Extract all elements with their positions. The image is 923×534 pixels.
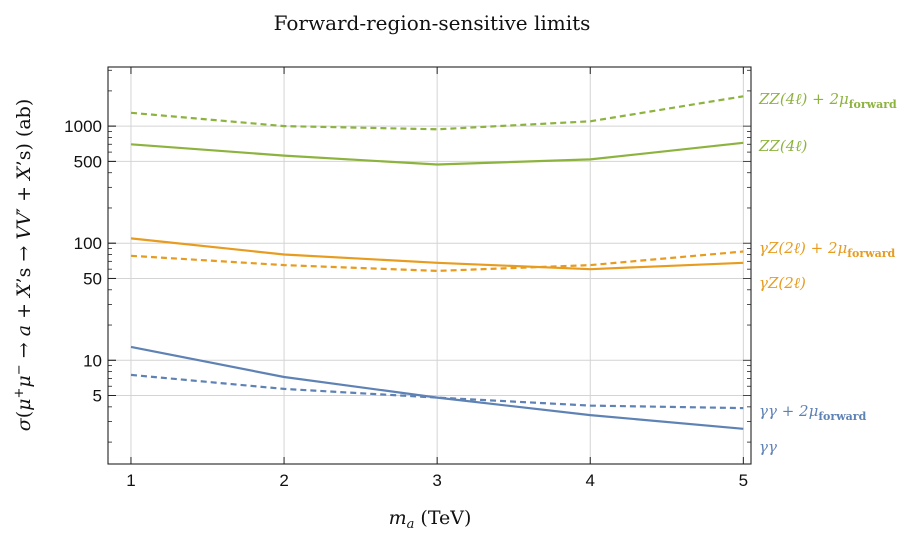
x-tick-label: 4 <box>586 471 595 490</box>
y-axis-label: σ(μ+μ− → a + X’s → VV′ + X’s) (ab) <box>12 99 35 431</box>
y-tick-label: 500 <box>74 152 102 171</box>
series-label-0: ZZ(4ℓ) + 2μforward <box>758 90 897 111</box>
series-lines <box>130 95 744 430</box>
series-label-1: ZZ(4ℓ) <box>758 137 807 155</box>
x-tick-label: 1 <box>126 471 135 490</box>
x-tick-label: 2 <box>279 471 288 490</box>
y-tick-label: 100 <box>74 234 102 253</box>
series-label-5: γγ <box>759 438 777 456</box>
y-tick-label: 5 <box>93 387 102 406</box>
y-tick-label: 10 <box>83 351 102 370</box>
ticks: 1 2 3 4 5 5 10 50 100 500 1000 <box>64 67 751 490</box>
series-line-4 <box>130 373 744 410</box>
plot-frame <box>107 66 752 465</box>
series-label-2: γZ(2ℓ) + 2μforward <box>759 239 896 260</box>
series-line-0 <box>130 95 744 131</box>
y-tick-label: 1000 <box>64 117 102 136</box>
x-tick-label: 5 <box>739 471 748 490</box>
series-label-3: γZ(2ℓ) <box>759 274 806 292</box>
x-axis-label: ma (TeV) <box>389 507 472 532</box>
y-tick-label: 50 <box>83 269 102 288</box>
series-labels: ZZ(4ℓ) + 2μforward ZZ(4ℓ) γZ(2ℓ) + 2μforwa… <box>758 90 897 456</box>
chart-title: Forward-region-sensitive limits <box>274 11 591 35</box>
series-line-2 <box>130 250 744 272</box>
series-label-4: γγ + 2μforward <box>759 402 867 423</box>
x-tick-label: 3 <box>432 471 441 490</box>
